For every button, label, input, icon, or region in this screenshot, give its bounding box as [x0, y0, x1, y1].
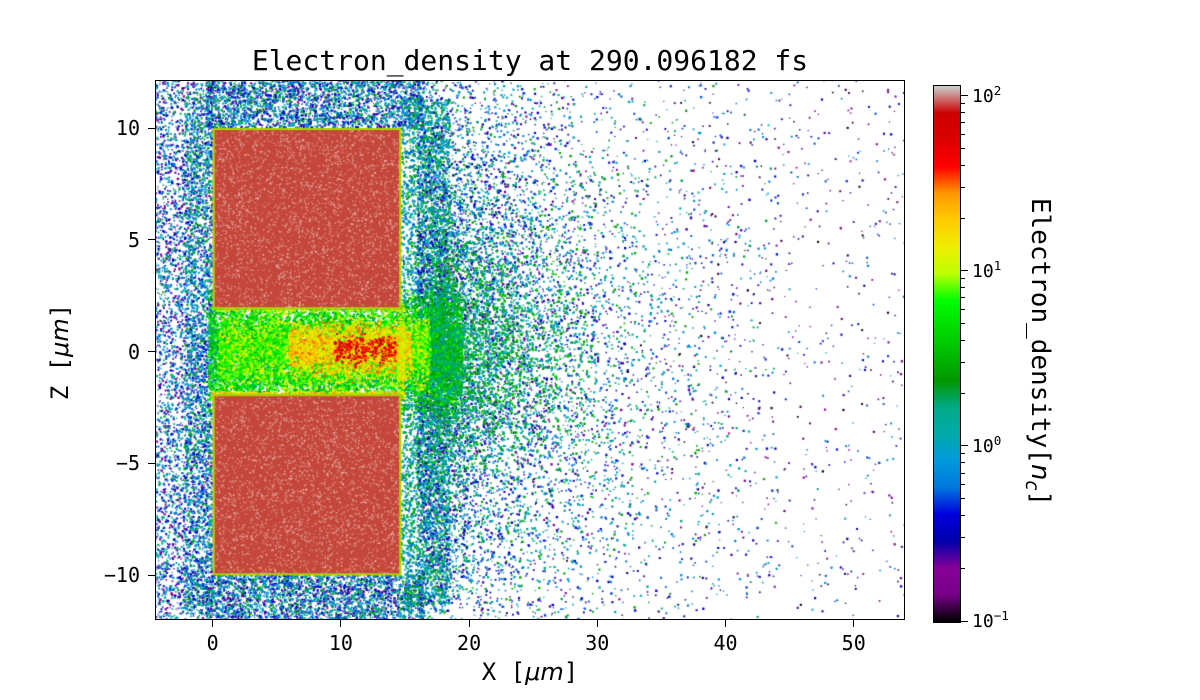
colorbar-label-var: n — [1025, 463, 1056, 481]
colorbar-minor-tick — [961, 186, 965, 188]
x-axis-label: X [μm] — [155, 658, 905, 686]
y-tick-label: −10 — [103, 563, 140, 588]
colorbar-minor-tick — [961, 472, 965, 474]
colorbar-gradient-canvas — [934, 86, 960, 622]
x-tick-label: 0 — [206, 631, 219, 655]
x-tick-label: 40 — [713, 631, 738, 655]
x-tick-label: 10 — [328, 631, 353, 655]
colorbar-tick-base: 10 — [972, 260, 994, 282]
y-tick — [148, 239, 155, 241]
colorbar-tick-label: 102 — [972, 83, 1001, 107]
colorbar-tick — [961, 620, 968, 622]
colorbar-tick-label: 101 — [972, 258, 1001, 282]
colorbar — [933, 85, 961, 623]
y-tick — [148, 351, 155, 353]
colorbar-tick-exponent: −1 — [993, 608, 1009, 623]
colorbar-tick-exponent: 1 — [993, 257, 1002, 273]
colorbar-label-sub: c — [1020, 480, 1042, 491]
colorbar-tick-label: 100 — [972, 433, 1001, 457]
colorbar-tick-base: 10 — [972, 435, 994, 457]
x-tick — [212, 620, 214, 627]
x-axis-label-prefix: X [ — [481, 658, 526, 686]
colorbar-label-prefix: Electron_density[ — [1025, 197, 1056, 464]
y-tick-label: 0 — [127, 339, 140, 364]
y-tick — [148, 574, 155, 576]
colorbar-minor-tick — [961, 453, 965, 455]
colorbar-minor-tick — [961, 536, 965, 538]
colorbar-minor-tick — [961, 217, 965, 219]
x-tick — [340, 620, 342, 627]
x-axis-label-suffix: ] — [563, 658, 579, 686]
colorbar-minor-tick — [961, 297, 965, 299]
x-tick-label: 20 — [457, 631, 482, 655]
colorbar-minor-tick — [961, 361, 965, 363]
colorbar-minor-tick — [961, 484, 965, 486]
colorbar-minor-tick — [961, 515, 965, 517]
x-tick-label: 50 — [841, 631, 866, 655]
colorbar-tick-exponent: 2 — [993, 82, 1002, 98]
colorbar-tick — [961, 270, 968, 272]
x-tick — [468, 620, 470, 627]
x-tick — [853, 620, 855, 627]
colorbar-minor-tick — [961, 462, 965, 464]
colorbar-label-text: Electron_density[nc] — [1021, 198, 1055, 506]
colorbar-tick — [961, 445, 968, 447]
y-tick — [148, 127, 155, 129]
chart-title: Electron_density at 290.096182 fs — [251, 44, 809, 77]
colorbar-minor-tick — [961, 392, 965, 394]
colorbar-minor-tick — [961, 309, 965, 311]
colorbar-label-suffix: ] — [1025, 490, 1056, 507]
colorbar-minor-tick — [961, 339, 965, 341]
colorbar-minor-tick — [961, 147, 965, 149]
y-tick-label: 10 — [115, 116, 140, 141]
heatmap-canvas — [155, 80, 905, 620]
x-tick-label: 30 — [585, 631, 610, 655]
colorbar-minor-tick — [961, 164, 965, 166]
colorbar-minor-tick — [961, 322, 965, 324]
colorbar-minor-tick — [961, 498, 965, 500]
x-axis-label-unit: μm — [525, 658, 564, 686]
colorbar-minor-tick — [961, 133, 965, 135]
colorbar-minor-tick — [961, 122, 965, 124]
colorbar-minor-tick — [961, 567, 965, 569]
colorbar-tick — [961, 95, 968, 97]
colorbar-minor-tick — [961, 278, 965, 280]
x-tick — [596, 620, 598, 627]
colorbar-minor-tick — [961, 103, 965, 105]
y-tick — [148, 462, 155, 464]
colorbar-tick-label: 10−1 — [972, 608, 1009, 632]
colorbar-tick-base: 10 — [972, 85, 994, 107]
colorbar-tick-base: 10 — [972, 611, 994, 632]
colorbar-minor-tick — [961, 287, 965, 289]
y-axis-label-suffix: ] — [46, 303, 74, 319]
y-tick-label: −5 — [115, 451, 140, 476]
x-tick — [725, 620, 726, 627]
colorbar-minor-tick — [961, 112, 965, 114]
y-tick-label: 5 — [127, 227, 140, 252]
colorbar-tick-exponent: 0 — [993, 432, 1002, 448]
